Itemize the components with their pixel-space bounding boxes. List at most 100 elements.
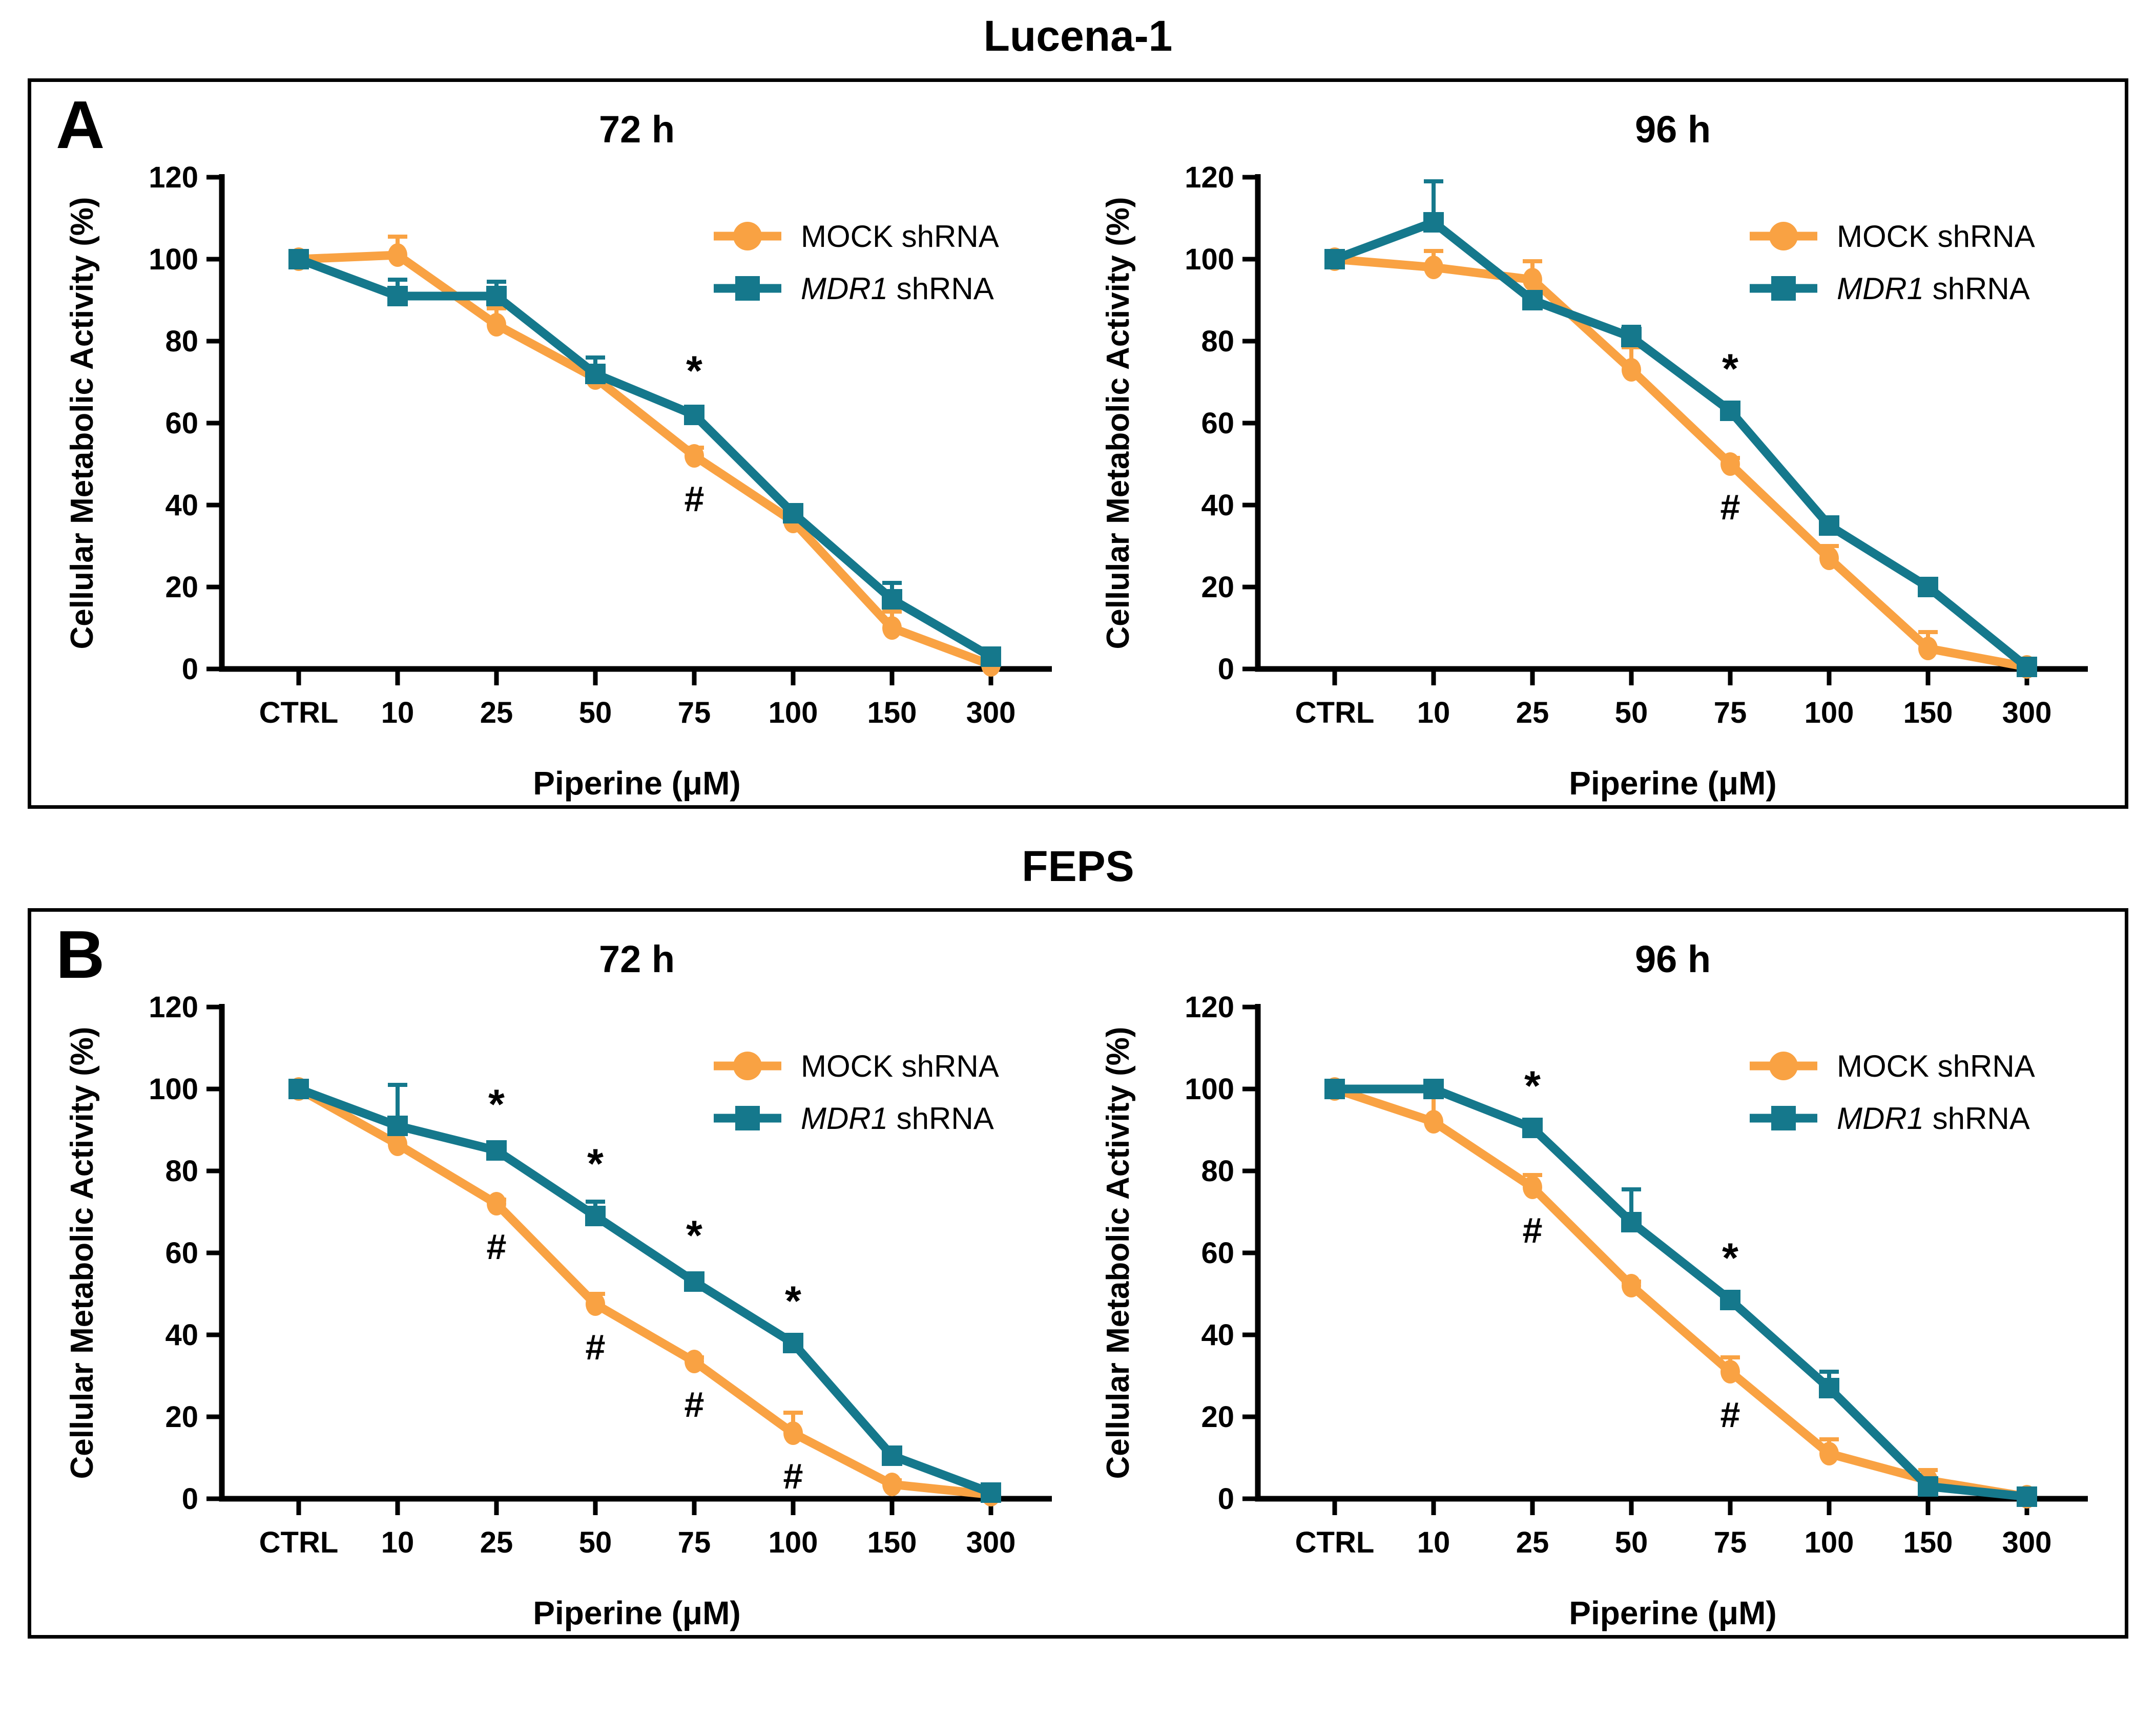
data-point-circle [1622,1274,1641,1298]
series-line [1333,1085,2028,1501]
x-tick-label: 50 [1615,696,1648,729]
x-tick-label: 50 [579,1526,612,1559]
chart-svg-lucena-1-72h: 72 h 0 20 40 60 80 100 120 CTRL 10 25 50 75 100 150 300… [65,108,1052,802]
data-point-circle [1819,1442,1839,1466]
panel-a-letter: A [56,87,105,162]
significance-marker: * [1722,346,1738,392]
x-axis-title: Piperine (μM) [1569,1595,1776,1631]
data-point-square [486,285,507,306]
data-point-circle [685,444,704,468]
panel-a: A 72 h 0 20 40 60 80 100 120 CTRL 10 25 50 75 100 150 3… [28,78,2128,809]
series-line [298,250,992,669]
data-point-circle [1523,1176,1542,1200]
x-tick-label: 10 [381,1526,414,1559]
y-tick-label: 100 [149,1073,198,1106]
legend-marker-square [735,1106,760,1131]
x-tick-label: 150 [1903,1526,1953,1559]
significance-marker: * [1524,1063,1541,1109]
data-point-square [585,363,606,384]
significance-marker: * [587,1141,604,1187]
chart-title: 72 h [599,938,675,980]
legend-label: MOCK shRNA [1837,1049,2035,1083]
y-tick-label: 0 [182,653,198,686]
data-point-circle [388,1133,407,1157]
y-tick-label: 40 [1201,489,1234,522]
y-tick-label: 60 [1201,407,1234,440]
y-tick-label: 80 [1201,325,1234,358]
data-point-square [1423,212,1444,233]
data-point-square [1720,400,1740,421]
legend: MOCK shRNA MDR1 shRNA [1750,1049,2035,1136]
data-point-square [1819,515,1839,536]
chart-title: 96 h [1635,938,1711,980]
significance-marker: # [487,1227,507,1267]
significance-marker: # [685,1385,704,1424]
data-point-square [783,1333,803,1354]
series-mock-shrna [289,1077,1001,1507]
legend-label: MDR1 shRNA [1837,271,2030,306]
data-point-circle [1523,267,1542,291]
series-mdr1-shrna [1324,1079,2037,1507]
data-point-square [2017,656,2037,677]
x-tick-label: 25 [480,1526,513,1559]
y-tick-label: 0 [182,1482,198,1516]
x-tick-label: 25 [480,696,513,729]
chart-svg-feps-72h: 72 h 0 20 40 60 80 100 120 CTRL 10 25 50 75 100 150 300… [65,938,1052,1631]
x-tick-label: 75 [678,1526,711,1559]
data-point-square [684,1271,704,1292]
x-tick-label: 150 [867,696,917,729]
legend-marker-circle [1769,221,1798,250]
significance-marker: * [686,1212,702,1259]
x-axis-title: Piperine (μM) [1569,765,1776,802]
legend: MOCK shRNA MDR1 shRNA [714,1049,999,1136]
data-point-circle [586,1292,605,1316]
y-tick-label: 80 [165,325,198,358]
data-point-square [1324,248,1345,269]
x-tick-label: 300 [966,1526,1016,1559]
section-title-feps: FEPS [1022,842,1134,890]
series-mdr1-shrna [1324,179,2037,677]
data-point-circle [685,1350,704,1374]
y-axis-title: Cellular Metabolic Activity (%) [65,1027,100,1479]
data-point-circle [1720,452,1740,476]
significance-marker: # [1720,1395,1740,1435]
x-tick-label: 10 [1417,1526,1450,1559]
data-point-circle [1424,1110,1443,1134]
legend-label: MDR1 shRNA [801,1101,994,1136]
chart-feps-96h: 96 h 0 20 40 60 80 100 120 CTRL 10 25 50 75 100 150 300… [1084,925,2108,1632]
x-tick-label: 150 [1903,696,1953,729]
significance-marker: # [783,1456,803,1496]
data-point-circle [882,1473,902,1497]
x-tick-label: 100 [769,1526,818,1559]
legend: MOCK shRNA MDR1 shRNA [714,219,999,306]
y-tick-label: 0 [1218,653,1234,686]
y-tick-label: 80 [1201,1155,1234,1188]
data-point-square [2017,1486,2037,1507]
y-tick-label: 120 [1185,991,1234,1024]
y-axis-title: Cellular Metabolic Activity (%) [1101,197,1136,649]
legend-marker-circle [733,221,762,250]
y-tick-label: 120 [149,161,198,194]
data-point-circle [1424,255,1443,279]
data-point-square [1423,1079,1444,1100]
significance-marker: # [1523,1210,1543,1250]
data-point-square [1522,1118,1543,1139]
legend-marker-circle [1769,1052,1798,1081]
y-tick-label: 60 [165,407,198,440]
data-point-square [882,589,902,610]
series-mock-shrna [1325,247,2037,679]
chart-title: 96 h [1635,108,1711,151]
data-point-circle [1819,546,1839,570]
data-point-square [1720,1290,1740,1311]
significance-marker: * [686,348,702,394]
x-axis-title: Piperine (μM) [533,765,740,802]
series-line [1334,255,2028,671]
data-point-square [783,502,803,523]
data-point-square [882,1445,902,1466]
legend-label: MOCK shRNA [801,219,999,254]
x-tick-label: CTRL [259,696,339,729]
chart-svg-lucena-1-96h: 96 h 0 20 40 60 80 100 120 CTRL 10 25 50 75 100 150 300… [1101,108,2088,802]
y-tick-label: 60 [165,1236,198,1270]
x-tick-label: 75 [678,696,711,729]
y-tick-label: 40 [165,1318,198,1352]
